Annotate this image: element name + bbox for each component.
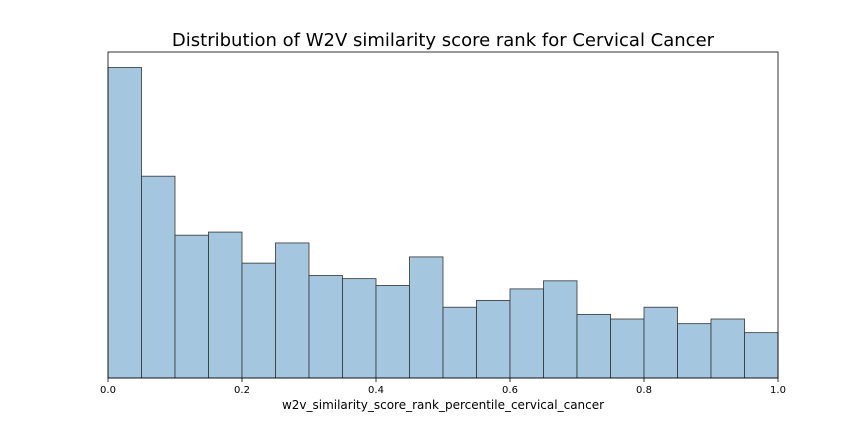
histogram-bar — [409, 256, 444, 379]
x-tick-label: 0.2 — [234, 385, 250, 396]
histogram-bar — [677, 323, 712, 379]
histogram-bar — [275, 242, 310, 379]
histogram-bar — [643, 306, 678, 379]
histogram-bar — [208, 231, 243, 379]
plot-frame — [107, 51, 779, 379]
histogram-bar — [744, 332, 779, 379]
histogram-bar — [241, 262, 276, 379]
histogram-bar — [543, 280, 578, 379]
x-tick-label: 0.0 — [100, 385, 116, 396]
histogram-bar — [308, 275, 343, 379]
x-tick-label: 0.4 — [368, 385, 384, 396]
histogram-bar — [107, 67, 142, 379]
x-tick-label: 0.8 — [636, 385, 652, 396]
histogram-bar — [141, 175, 176, 379]
x-axis-label: w2v_similarity_score_rank_percentile_cer… — [282, 398, 604, 412]
histogram-bar — [610, 318, 645, 379]
histogram-bar — [442, 306, 477, 379]
histogram-bar — [576, 313, 611, 379]
x-tick-label: 0.6 — [502, 385, 518, 396]
histogram-bars — [107, 67, 779, 379]
chart-title: Distribution of W2V similarity score ran… — [172, 30, 715, 51]
histogram-bar — [342, 278, 377, 379]
histogram-bar — [509, 288, 544, 379]
histogram-bar — [710, 318, 745, 379]
histogram-bar — [375, 285, 410, 379]
x-axis-ticks: 0.0 0.2 0.4 0.6 0.8 1.0 — [100, 378, 786, 396]
histogram-bar — [174, 234, 209, 379]
histogram-bar — [476, 299, 511, 379]
x-tick-label: 1.0 — [770, 385, 786, 396]
